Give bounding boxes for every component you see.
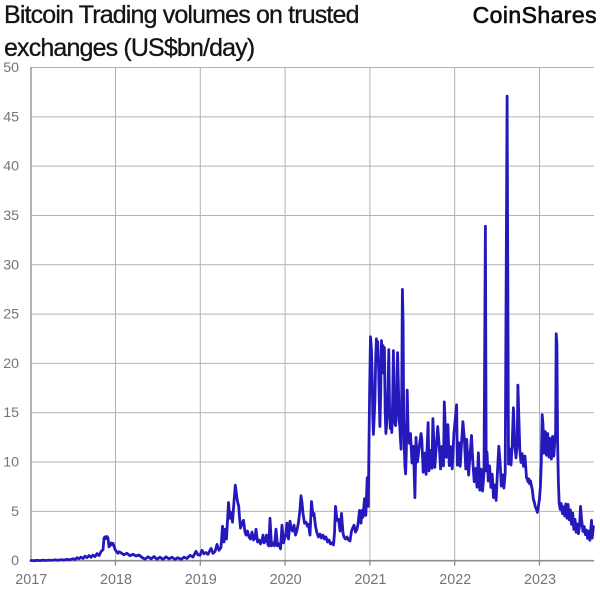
- svg-text:2022: 2022: [439, 572, 471, 588]
- svg-text:50: 50: [3, 60, 19, 76]
- svg-text:2021: 2021: [354, 572, 386, 588]
- svg-text:2018: 2018: [100, 572, 132, 588]
- svg-text:15: 15: [3, 405, 19, 421]
- svg-text:20: 20: [3, 356, 19, 372]
- svg-text:2017: 2017: [15, 572, 47, 588]
- svg-text:2023: 2023: [524, 572, 556, 588]
- svg-text:45: 45: [3, 109, 19, 125]
- svg-text:25: 25: [3, 307, 19, 323]
- svg-text:30: 30: [3, 257, 19, 273]
- svg-text:5: 5: [11, 504, 19, 520]
- svg-text:40: 40: [3, 159, 19, 175]
- svg-text:2020: 2020: [270, 572, 302, 588]
- svg-text:2019: 2019: [185, 572, 217, 588]
- svg-text:35: 35: [3, 208, 19, 224]
- svg-text:10: 10: [3, 455, 19, 471]
- svg-text:0: 0: [11, 553, 19, 569]
